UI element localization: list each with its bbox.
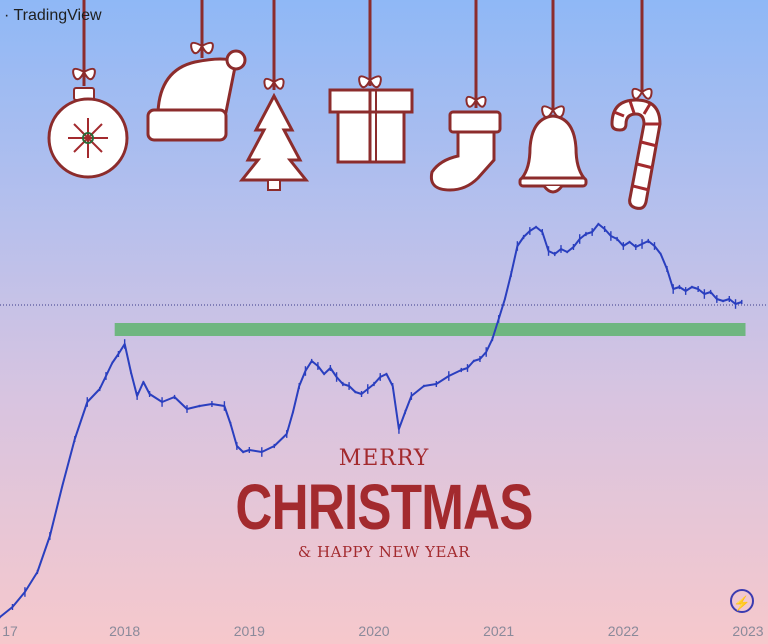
christmas-tree-ornament [238, 0, 310, 191]
bauble-ornament [47, 0, 129, 179]
x-axis: 17 2018 2019 2020 2021 2022 2023 [2, 623, 764, 639]
greeting-new-year: & HAPPY NEW YEAR [297, 543, 471, 561]
stocking-ornament [429, 0, 502, 192]
santa-hat-ornament [146, 0, 247, 142]
x-tick-label: 2019 [234, 623, 265, 639]
lightning-icon[interactable]: ⚡ [730, 589, 754, 613]
candy-cane-ornament [610, 0, 662, 210]
x-tick-label: 2018 [109, 623, 140, 639]
support-zone [114, 323, 746, 336]
x-tick-label: 2021 [483, 623, 514, 639]
x-tick-label: 2020 [358, 623, 389, 639]
greeting-christmas: CHRISTMAS [235, 471, 533, 543]
gift-box-ornament [328, 0, 414, 164]
greeting-merry: MERRY [338, 446, 430, 471]
tradingview-brand: · TradingView [4, 7, 102, 24]
price-series[interactable] [0, 222, 743, 619]
x-tick-label: 2022 [608, 623, 639, 639]
x-tick-label: 17 [2, 623, 18, 639]
bell-ornament [518, 0, 588, 194]
x-tick-label: 2023 [732, 623, 763, 639]
ornament-layer [47, 0, 662, 210]
